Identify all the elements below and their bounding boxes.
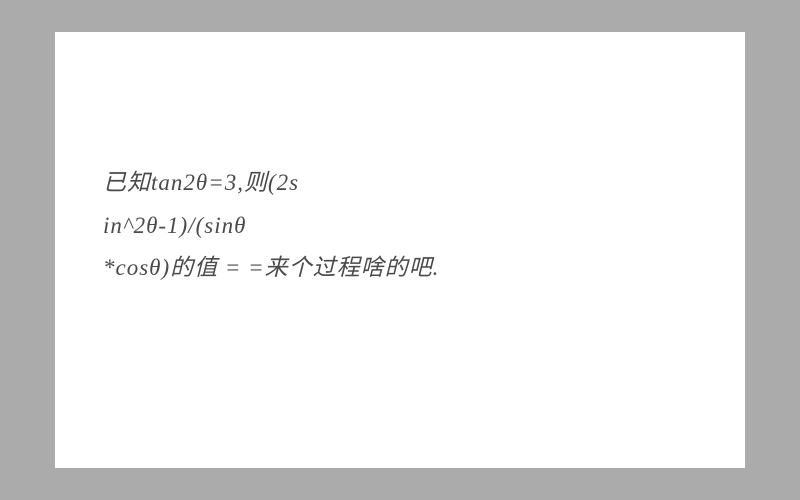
text-line-2: in^2θ-1)/(sinθ <box>103 205 697 248</box>
math-problem-text: 已知tan2θ=3,则(2s in^2θ-1)/(sinθ *cosθ)的值 =… <box>103 162 697 290</box>
document-paper: 已知tan2θ=3,则(2s in^2θ-1)/(sinθ *cosθ)的值 =… <box>55 32 745 468</box>
text-line-3: *cosθ)的值 = =来个过程啥的吧. <box>103 247 697 290</box>
text-line-1: 已知tan2θ=3,则(2s <box>103 162 697 205</box>
